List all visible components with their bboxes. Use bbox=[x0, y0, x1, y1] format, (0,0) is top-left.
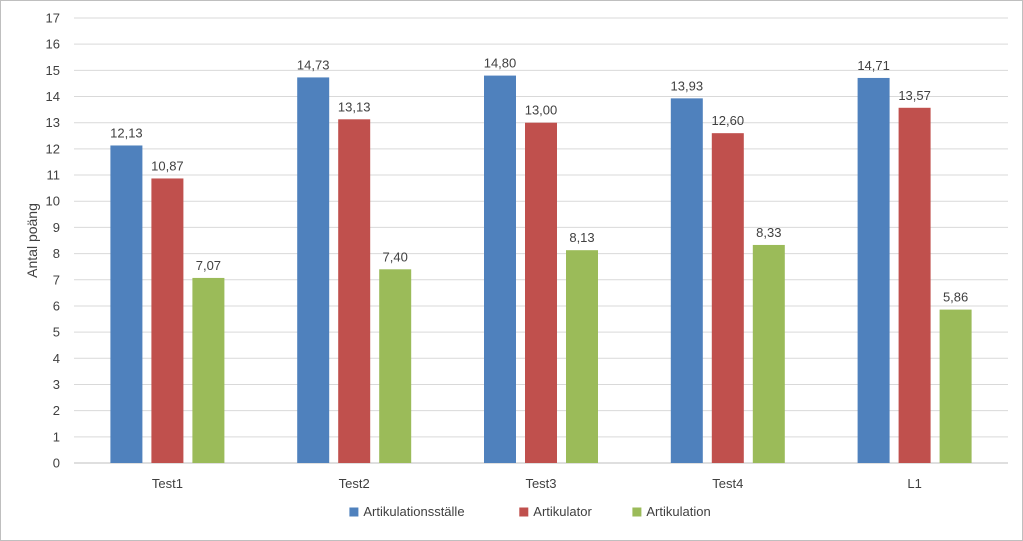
y-tick-label: 12 bbox=[46, 141, 60, 156]
legend-swatch bbox=[632, 507, 642, 517]
y-tick-label: 5 bbox=[53, 325, 60, 340]
bar bbox=[670, 98, 703, 464]
legend-swatch bbox=[349, 507, 359, 517]
bar bbox=[898, 107, 931, 464]
data-label: 12,13 bbox=[110, 125, 143, 140]
legend-label: Artikulationsställe bbox=[363, 504, 464, 519]
bar bbox=[857, 77, 890, 463]
bar bbox=[110, 145, 143, 463]
y-tick-label: 6 bbox=[53, 298, 60, 313]
y-tick-label: 10 bbox=[46, 194, 60, 209]
x-tick-label: Test3 bbox=[525, 476, 556, 491]
data-label: 14,73 bbox=[297, 57, 330, 72]
data-label: 7,40 bbox=[383, 249, 408, 264]
y-tick-label: 15 bbox=[46, 63, 60, 78]
y-tick-label: 8 bbox=[53, 246, 60, 261]
y-tick-label: 17 bbox=[46, 11, 60, 26]
y-tick-label: 2 bbox=[53, 403, 60, 418]
bar bbox=[484, 75, 516, 464]
x-tick-label: Test4 bbox=[712, 476, 743, 491]
bar bbox=[151, 178, 184, 463]
bar bbox=[566, 250, 598, 463]
y-axis-title: Antal poäng bbox=[24, 203, 40, 278]
bar bbox=[711, 133, 744, 464]
legend-label: Artikulation bbox=[646, 504, 710, 519]
y-tick-label: 16 bbox=[46, 37, 60, 52]
y-tick-label: 13 bbox=[46, 115, 60, 130]
y-tick-label: 1 bbox=[53, 429, 60, 444]
data-label: 5,86 bbox=[943, 290, 968, 305]
bar bbox=[192, 277, 225, 463]
data-label: 13,57 bbox=[898, 88, 931, 103]
y-tick-label: 7 bbox=[53, 272, 60, 287]
data-label: 14,80 bbox=[484, 56, 517, 71]
legend-swatch bbox=[519, 507, 529, 517]
data-label: 12,60 bbox=[712, 113, 745, 128]
bar bbox=[939, 309, 972, 463]
bar bbox=[525, 122, 557, 464]
data-label: 13,93 bbox=[671, 78, 704, 93]
x-tick-label: L1 bbox=[907, 476, 921, 491]
data-label: 7,07 bbox=[196, 258, 221, 273]
data-label: 13,13 bbox=[338, 99, 371, 114]
y-tick-label: 4 bbox=[53, 351, 60, 366]
data-label: 10,87 bbox=[151, 158, 184, 173]
data-label: 13,00 bbox=[525, 103, 558, 118]
bar bbox=[752, 244, 785, 463]
bar bbox=[297, 77, 330, 463]
y-tick-label: 11 bbox=[47, 168, 61, 183]
y-tick-label: 0 bbox=[53, 456, 60, 471]
data-label: 8,33 bbox=[756, 225, 781, 240]
legend-label: Artikulator bbox=[533, 504, 592, 519]
bar bbox=[338, 119, 371, 463]
y-tick-label: 14 bbox=[46, 89, 60, 104]
x-tick-label: Test1 bbox=[152, 476, 183, 491]
bar bbox=[379, 269, 412, 463]
x-tick-label: Test2 bbox=[339, 476, 370, 491]
data-label: 8,13 bbox=[569, 230, 594, 245]
y-tick-label: 9 bbox=[53, 220, 60, 235]
data-label: 14,71 bbox=[857, 58, 890, 73]
y-tick-label: 3 bbox=[53, 377, 60, 392]
